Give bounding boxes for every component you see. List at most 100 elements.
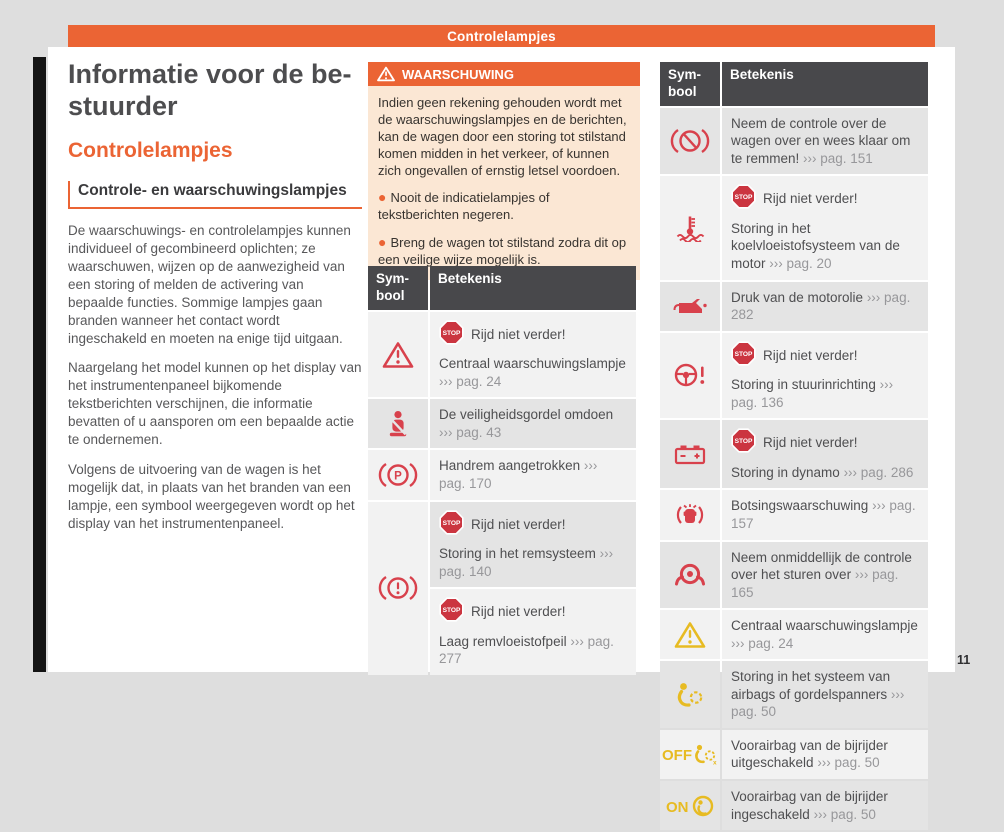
warning-bullet-text: Nooit de indicatielampjes of tekstberich… [378,190,550,223]
steering-warning-icon [662,361,718,389]
warning-triangle-icon [377,66,395,82]
meaning-text: Storing in stuurinrichting ››› pag. 136 [731,377,894,410]
symbol-cell [660,176,720,280]
svg-text:STOP: STOP [443,607,461,614]
body-paragraph: De waarschuwings- en controlelampjes kun… [68,222,351,346]
meaning-cell: De veiligheidsgordel omdoen ››› pag. 43 [430,399,636,449]
section-heading: Controlelampjes [68,138,233,162]
meaning-column-header: Betekenis [430,266,636,310]
svg-text:STOP: STOP [443,330,461,337]
symbol-cell [660,490,720,540]
symbol-cell: ON [660,780,720,831]
warning-bullet: ● Nooit de indicatielampjes of tekstberic… [378,188,630,224]
meaning-cell: STOP Rijd niet verder! Centraal waarschuwi… [430,311,636,398]
meaning-cell: STOP Rijd niet verder! Storing in stuurinr… [722,332,928,419]
meaning-text: Storing in het koelvloeistofsysteem van … [731,220,900,272]
symbol-cell: P [368,450,428,500]
page-reference: ››› pag. 20 [769,256,832,272]
meaning-text: Handrem aangetrokken ››› pag. 170 [439,458,598,492]
stop-line: STOP Rijd niet verder! [731,428,919,458]
stop-sign-icon: STOP [731,341,756,371]
body-paragraph: Naargelang het model kunnen op het displ… [68,360,362,448]
warning-column: WAARSCHUWING Indien geen rekening gehoud… [368,62,640,281]
page-reference: ››› pag. 140 [439,546,614,579]
page-reference: ››› pag. 170 [439,458,598,492]
stop-line: STOP Rijd niet verder! [731,184,919,214]
meaning-cell: Voorairbag van de bijrijder ingeschakeld… [722,780,928,831]
subsection-heading-box: Controle- en waarschuwingslampjes [68,180,362,209]
page-reference: ››› pag. 286 [843,464,914,480]
page-reference: ››› pag. 24 [439,373,502,389]
stop-sign-icon: STOP [439,320,464,350]
airbag-off-icon: OFF x [662,743,718,765]
oil-pressure-icon [662,294,718,318]
page-reference: ››› pag. 50 [731,686,905,720]
svg-text:OFF: OFF [662,747,692,764]
warning-box-body: Indien geen rekening gehouden wordt met … [368,86,640,281]
svg-text:P: P [394,470,402,482]
meaning-cell: STOP Rijd niet verder! Laag remvloeistofpe… [430,589,636,675]
meaning-cell: Handrem aangetrokken ››› pag. 170 [430,450,636,500]
warning-lamps-table-left: Sym-bool Betekenis STOP Rijd niet verder! Ce… [368,266,640,675]
page-reference: ››› pag. 157 [731,498,916,531]
symbol-cell [368,501,428,675]
airbag-on-icon: ON [662,795,718,817]
symbol-cell [660,107,720,175]
stop-sign-icon: STOP [439,597,464,627]
stop-label: Rijd niet verder! [471,516,566,532]
stop-line: STOP Rijd niet verder! [439,597,627,627]
symbol-cell [368,311,428,398]
airbag-warning-icon [662,681,718,709]
warning-box-title: WAARSCHUWING [402,66,514,82]
meaning-text: Neem de controle over de wagen over en w… [731,115,911,166]
page-title-line2: stuurder [68,91,178,122]
stop-sign-icon: STOP [439,509,464,540]
page-title-line1: Informatie voor de be- [68,59,352,89]
meaning-cell: Voorairbag van de bijrijder uitgeschakel… [722,729,928,779]
svg-text:STOP: STOP [735,194,753,201]
warning-bullet-text: Breng de wagen tot stilstand zodra dit o… [378,235,627,268]
stop-sign-icon: STOP [731,428,756,458]
meaning-cell: Neem de controle over de wagen over en w… [722,107,928,175]
page-reference: ››› pag. 50 [817,755,880,771]
meaning-cell: Centraal waarschuwingslampje ››› pag. 24 [722,610,928,660]
meaning-text: Voorairbag van de bijrijder uitgeschakel… [731,737,888,771]
stop-label: Rijd niet verder! [763,435,858,451]
central-warning-yellow-icon [662,621,718,649]
meaning-column-header: Betekenis [722,62,928,106]
meaning-text: De veiligheidsgordel omdoen ››› pag. 43 [439,407,614,440]
meaning-cell: Neem onmiddellijk de controle over het s… [722,541,928,609]
page-reference: ››› pag. 136 [731,377,894,410]
svg-text:STOP: STOP [735,351,753,358]
meaning-text: Storing in het systeem van airbags of go… [731,669,905,720]
symbol-cell [660,541,720,609]
svg-text:x: x [713,760,717,766]
page-reference: ››› pag. 50 [813,806,876,822]
coolant-icon [662,214,718,242]
warning-text: Indien geen rekening gehouden wordt met … [378,95,627,178]
warning-lamps-table-right: Sym-bool Betekenis Neem de controle over d… [660,62,932,831]
meaning-cell: STOP Rijd niet verder! Storing in dynamo ›… [722,420,928,489]
stop-label: Rijd niet verder! [471,604,566,620]
brake-warning-icon [370,574,426,602]
meaning-cell: STOP Rijd niet verder! Storing in het koel… [722,176,928,280]
page-reference: ››› pag. 24 [731,635,794,651]
stop-label: Rijd niet verder! [763,347,858,363]
meaning-text: Centraal waarschuwingslampje ››› pag. 24 [439,356,626,389]
bullet-icon: ● [378,234,387,251]
chapter-edge-marker [33,57,46,672]
stop-label: Rijd niet verder! [471,326,566,342]
symbol-cell [660,610,720,660]
page-reference: ››› pag. 43 [439,424,502,440]
meaning-cell: Druk van de motorolie ››› pag. 282 [722,281,928,331]
meaning-text: Storing in het remsysteem ››› pag. 140 [439,546,614,579]
meaning-cell: Botsingswaarschuwing ››› pag. 157 [722,490,928,540]
warning-box-header: WAARSCHUWING [368,62,640,86]
symbol-cell [660,661,720,728]
central-warning-red-icon [370,341,426,369]
page-reference: ››› pag. 277 [439,633,614,667]
symbol-cell [660,332,720,419]
seatbelt-icon [370,410,426,438]
svg-text:STOP: STOP [443,520,461,527]
page-title: Informatie voor de be- stuurder [68,58,362,123]
